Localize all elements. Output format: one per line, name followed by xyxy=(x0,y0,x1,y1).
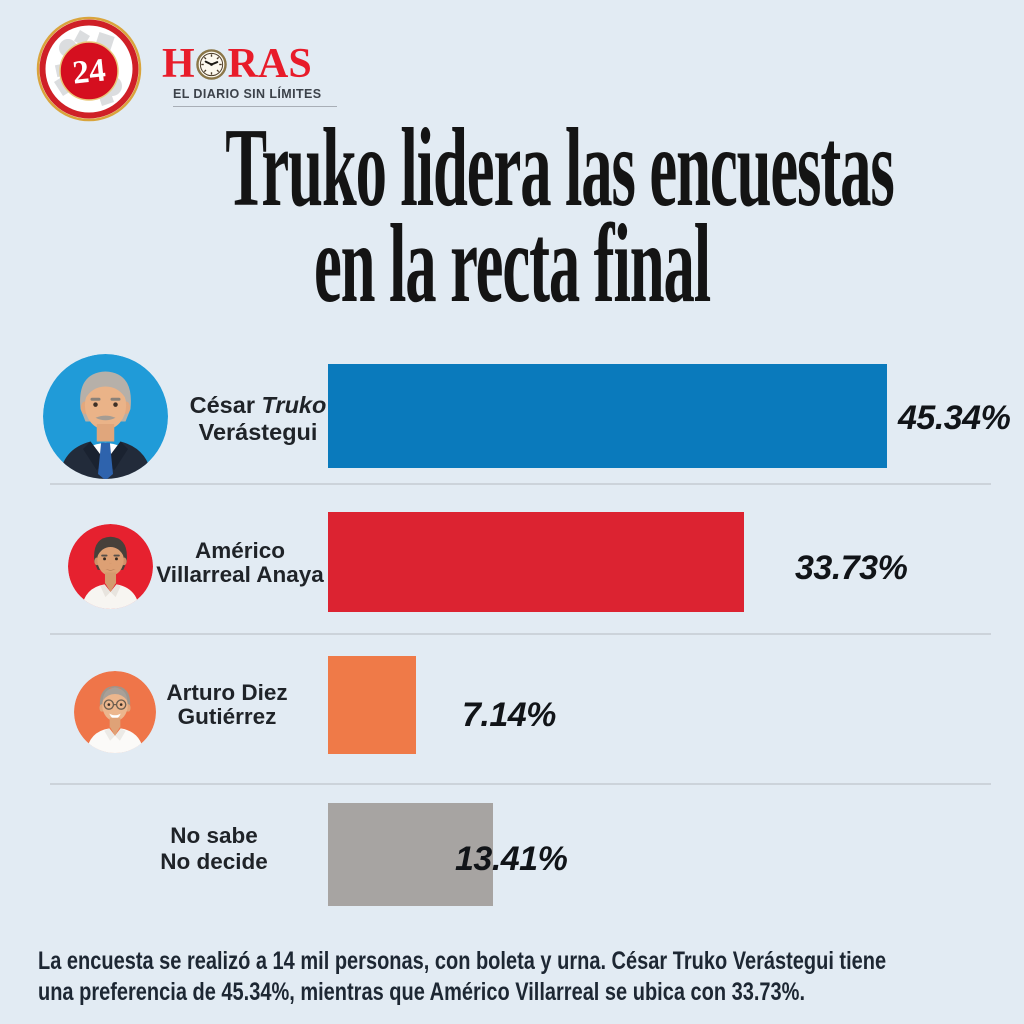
result-value: 45.34% xyxy=(898,399,1011,437)
brand-letter-h: H xyxy=(162,41,195,87)
candidate-name-arturo: Arturo Diez Gutiérrez xyxy=(166,680,288,729)
result-bar xyxy=(328,656,416,754)
avatar-cesar-truko xyxy=(43,354,168,479)
brand-letters-ras: RAS xyxy=(227,41,312,87)
result-value: 33.73% xyxy=(795,549,908,587)
page-title-line1: Truko lidera las encuestas xyxy=(225,106,894,230)
row-divider xyxy=(50,633,991,635)
candidate-name-americo: Américo Villarreal Anaya xyxy=(156,538,324,587)
result-bar xyxy=(328,803,493,906)
footnote-text: La encuesta se realizó a 14 mil personas… xyxy=(38,947,887,1006)
brand-name: H RAS xyxy=(162,41,312,87)
candidate-name-cesar: César Truko Verástegui xyxy=(189,392,327,445)
row-divider xyxy=(50,783,991,785)
clock-icon xyxy=(195,48,227,80)
brand-tagline: EL DIARIO SIN LÍMITES xyxy=(173,87,338,107)
logo-24-number: 24 xyxy=(71,52,108,91)
logo-24-badge-icon: 24 xyxy=(36,16,142,122)
avatar-americo-villarreal xyxy=(68,524,153,609)
page-title-line2: en la recta final xyxy=(313,202,711,326)
result-bar xyxy=(328,364,887,468)
row-divider xyxy=(50,483,991,485)
result-bar xyxy=(328,512,744,612)
label-no-sabe-no-decide: No sabe No decide xyxy=(160,823,268,874)
avatar-arturo-diez xyxy=(74,671,156,753)
result-value: 13.41% xyxy=(455,840,568,878)
masthead-logo: 24 H RAS EL DIARIO SIN LÍMI xyxy=(36,14,356,124)
result-value: 7.14% xyxy=(462,696,556,734)
